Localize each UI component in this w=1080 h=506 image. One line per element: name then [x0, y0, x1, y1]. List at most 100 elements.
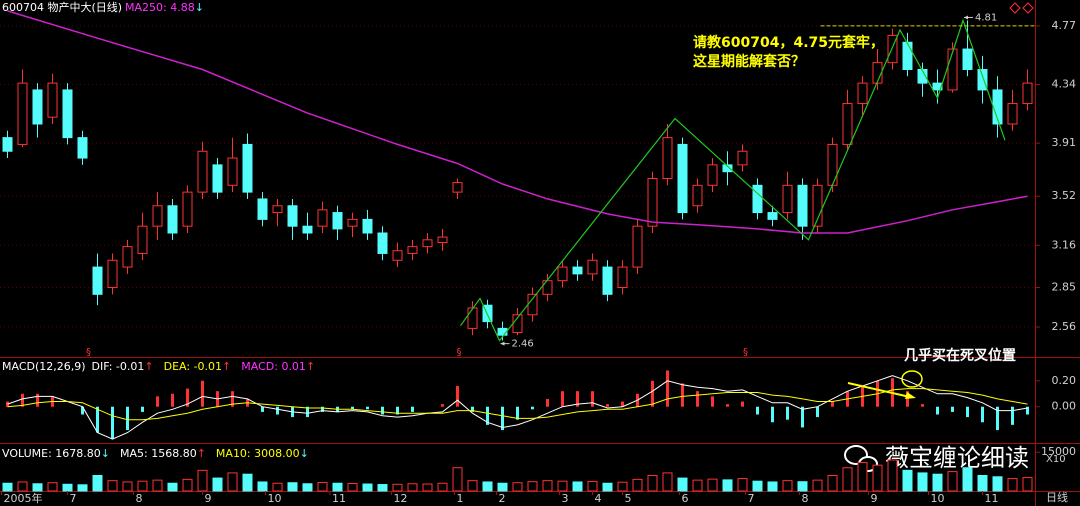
symbol-title: 600704 物产中大(日线)	[2, 0, 122, 14]
y-tick-label: 4.34	[1052, 77, 1077, 90]
volume-bar	[857, 462, 868, 492]
candle-body	[272, 205, 283, 214]
volume-bar	[527, 481, 538, 492]
volume-bar	[227, 472, 238, 492]
y-tick-label: 2.56	[1052, 320, 1077, 333]
candle-body	[257, 198, 268, 220]
candle-body	[122, 246, 133, 268]
volume-bar	[947, 471, 958, 492]
highlight-circle	[901, 370, 923, 388]
volume-bar	[932, 473, 943, 492]
event-marker: §	[457, 347, 462, 358]
y-tick-label: 0.00	[1052, 400, 1077, 413]
candle-body	[602, 266, 613, 295]
y-tick-label: 3.52	[1052, 189, 1077, 202]
candle-body	[77, 137, 88, 159]
volume-bar	[377, 484, 388, 492]
volume-bar	[47, 482, 58, 492]
volume-bar	[542, 480, 553, 492]
volume-bar	[617, 481, 628, 492]
candle-body	[302, 225, 313, 234]
y-tick-label: 2.85	[1052, 281, 1077, 294]
volume-bar	[512, 482, 523, 492]
candle-body	[107, 259, 118, 289]
legend-arrow: ↓	[101, 447, 110, 460]
volume-bar	[992, 476, 1003, 492]
event-marker: §	[86, 347, 91, 358]
volume-bar	[452, 467, 463, 492]
candle-body	[152, 205, 163, 227]
volume-bar	[782, 480, 793, 492]
volume-bar	[152, 479, 163, 492]
volume-bar	[302, 483, 313, 492]
period-label: 日线	[1046, 490, 1068, 504]
x-tick-label: 11	[332, 492, 346, 505]
macd-annotation: 几乎买在死叉位置	[904, 347, 1016, 364]
x-tick-label: 9	[871, 492, 878, 505]
candle-body	[737, 150, 748, 166]
highlight-arrow	[847, 382, 911, 398]
candle-body	[32, 89, 43, 125]
volume-bar	[977, 474, 988, 492]
candle-body	[557, 266, 568, 282]
candle-body	[872, 62, 883, 84]
dea-line	[7, 388, 1028, 421]
volume-bar	[767, 481, 778, 492]
volume-bar	[722, 479, 733, 492]
candle-body	[437, 236, 448, 244]
candle-body	[2, 137, 13, 152]
x-tick-label: 1	[457, 492, 464, 505]
candle-body	[842, 103, 853, 145]
legend-arrow: ↓	[195, 1, 204, 14]
x-tick-label: 8	[136, 492, 143, 505]
volume-bar	[317, 481, 328, 492]
candle-body	[677, 143, 688, 214]
candle-body	[857, 82, 868, 105]
volume-bar	[362, 483, 373, 492]
volume-bar	[407, 483, 418, 492]
volume-bar	[197, 469, 208, 492]
candle-body	[227, 157, 238, 186]
legend-label: DIF: -0.01	[92, 360, 145, 373]
volume-bar	[707, 478, 718, 492]
candle-body	[137, 225, 148, 254]
volume-bar	[422, 483, 433, 492]
candle-body	[647, 178, 658, 227]
candle-body	[947, 48, 958, 91]
volume-bar	[602, 482, 613, 492]
question-line: 这星期能解套否？	[693, 53, 805, 70]
x-tick-label: 4	[595, 492, 602, 505]
candle-body	[1007, 103, 1018, 125]
volume-bar	[872, 464, 883, 492]
candle-body	[902, 41, 913, 70]
volume-bar	[827, 474, 838, 492]
x-tick-label: 7	[748, 492, 755, 505]
volume-bar	[182, 478, 193, 492]
annotation-arrowhead	[964, 15, 968, 20]
candle-body	[347, 218, 358, 227]
volume-bar	[797, 481, 808, 492]
toolbar-icons	[1009, 2, 1034, 14]
y-tick-label: 15000	[1041, 445, 1076, 458]
y-tick-label: 0.20	[1052, 374, 1077, 387]
candle-body	[632, 225, 643, 268]
volume-bar	[692, 479, 703, 492]
volume-bar	[347, 483, 358, 492]
candle-body	[572, 266, 583, 275]
question-line: 请教600704，4.75元套牢，	[693, 34, 884, 51]
volume-bar	[662, 472, 673, 492]
candle-body	[587, 259, 598, 275]
candle-body	[692, 184, 703, 207]
candle-body	[827, 143, 838, 186]
candle-body	[722, 164, 733, 173]
ma-line	[7, 10, 1028, 234]
candle-body	[167, 205, 178, 234]
legend-label: MA10: 3008.00	[216, 447, 300, 460]
candle-body	[782, 184, 793, 214]
highlight-arrowhead	[905, 392, 916, 399]
event-marker: §	[743, 347, 748, 358]
candle-body	[242, 143, 253, 193]
volume-bar	[17, 481, 28, 492]
volume-bar	[467, 480, 478, 492]
